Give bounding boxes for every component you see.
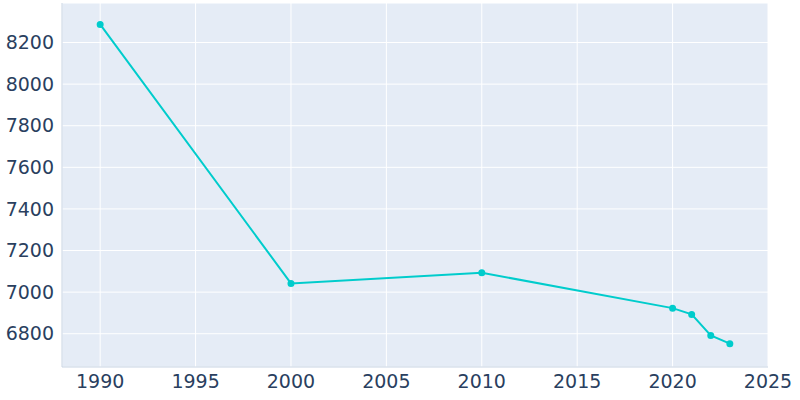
svg-text:7200: 7200 xyxy=(8,239,54,261)
svg-text:7000: 7000 xyxy=(8,281,54,303)
svg-text:2010: 2010 xyxy=(458,370,506,392)
svg-text:2000: 2000 xyxy=(267,370,315,392)
svg-text:8200: 8200 xyxy=(8,31,54,53)
svg-text:1990: 1990 xyxy=(76,370,124,392)
svg-text:7800: 7800 xyxy=(8,114,54,136)
svg-text:2020: 2020 xyxy=(648,370,696,392)
svg-text:7600: 7600 xyxy=(8,156,54,178)
svg-text:8000: 8000 xyxy=(8,73,54,95)
svg-text:2015: 2015 xyxy=(553,370,601,392)
svg-text:1995: 1995 xyxy=(171,370,219,392)
svg-text:7400: 7400 xyxy=(8,198,54,220)
svg-text:2005: 2005 xyxy=(362,370,410,392)
svg-text:2025: 2025 xyxy=(744,370,792,392)
svg-text:6800: 6800 xyxy=(8,322,54,344)
